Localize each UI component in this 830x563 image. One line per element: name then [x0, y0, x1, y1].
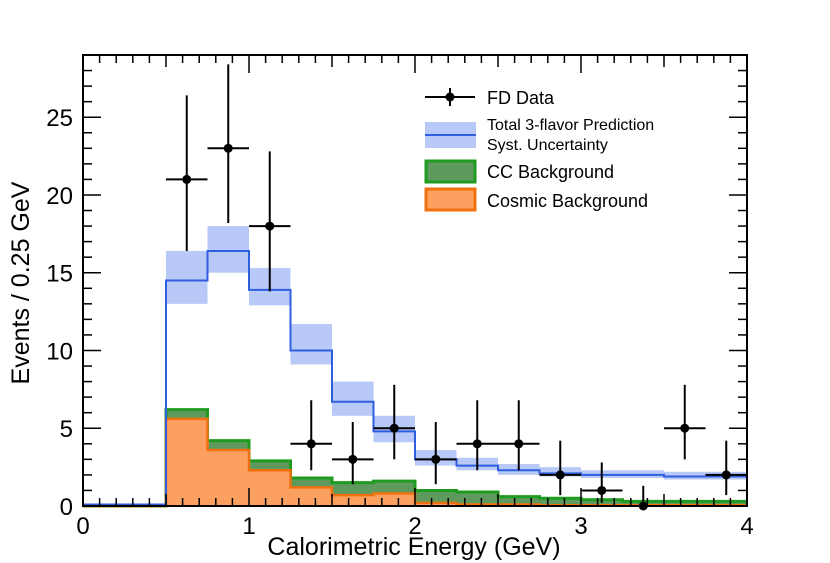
y-tick-label: 10: [46, 338, 73, 365]
x-tick-label: 3: [574, 513, 587, 540]
data-point: [182, 174, 192, 184]
data-point: [555, 470, 565, 480]
y-tick-label: 25: [46, 105, 73, 132]
legend-data-marker-dot: [445, 92, 455, 102]
x-axis-title: Calorimetric Energy (GeV): [267, 533, 560, 561]
data-point: [265, 221, 275, 231]
legend-prediction-label: Total 3-flavor Prediction: [487, 117, 654, 134]
y-tick-label: 15: [46, 261, 73, 288]
data-point: [680, 423, 690, 433]
legend-cosmic-swatch: [424, 187, 477, 212]
axis-ticks: 0 1 2 3 4 0 5 10 15 20 25: [46, 54, 754, 540]
legend-cc-label: CC Background: [487, 162, 614, 182]
data-point: [514, 439, 524, 449]
data-point: [721, 470, 731, 480]
cc-background-bar: [705, 501, 747, 506]
cosmic-background-bar: [332, 495, 374, 506]
cc-background-bar: [664, 501, 706, 506]
data-point: [389, 423, 399, 433]
data-point: [348, 454, 358, 464]
uncertainty-band-bin: [166, 250, 208, 304]
cc-background-bar: [539, 498, 581, 506]
plot-area: [83, 64, 747, 511]
y-tick-label: 5: [60, 416, 73, 443]
uncertainty-band-bin: [332, 381, 374, 416]
y-tick-label: 0: [60, 494, 73, 521]
x-tick-label: 1: [242, 513, 255, 540]
uncertainty-band-bin: [207, 226, 249, 273]
cc-background-bar: [498, 496, 540, 506]
legend-data-label: FD Data: [487, 88, 555, 108]
x-tick-label: 0: [76, 513, 89, 540]
data-point: [472, 439, 482, 449]
legend: FD Data Total 3-flavor Prediction Syst. …: [424, 88, 654, 212]
cosmic-background-bar: [166, 418, 208, 506]
cosmic-background-bar: [207, 450, 249, 506]
y-axis-title: Events / 0.25 GeV: [7, 181, 35, 384]
cosmic-background-bar: [290, 487, 332, 506]
prediction-line: [83, 249, 747, 506]
data-point: [597, 485, 607, 495]
cosmic-background-bar: [415, 502, 457, 506]
cosmic-background-bar: [373, 493, 415, 506]
cosmic-background-bar: [249, 470, 291, 506]
data-point: [223, 143, 233, 153]
x-tick-label: 4: [740, 513, 753, 540]
x-tick-label: 2: [408, 513, 421, 540]
y-tick-label: 20: [46, 183, 73, 210]
data-point: [306, 439, 316, 449]
data-point: [431, 454, 441, 464]
legend-uncertainty-label: Syst. Uncertainty: [487, 137, 608, 154]
cc-background-bar: [456, 492, 498, 506]
legend-cosmic-label: Cosmic Background: [487, 191, 648, 211]
legend-cc-swatch: [424, 159, 477, 184]
uncertainty-band-bin: [290, 324, 332, 365]
